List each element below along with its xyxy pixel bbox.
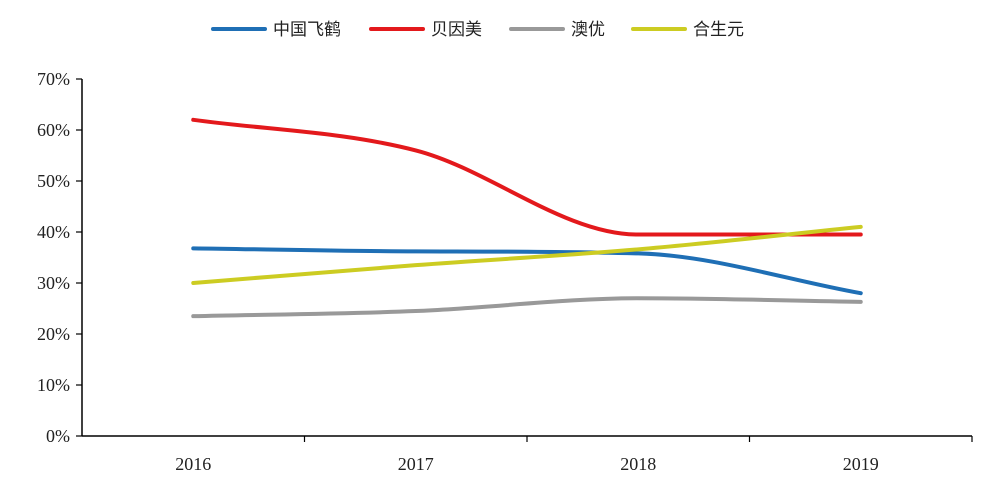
y-tick-label: 70% (37, 69, 70, 89)
series-point (859, 225, 863, 229)
y-tick-label: 0% (46, 426, 70, 446)
series-point (414, 263, 418, 267)
x-tick-label: 2016 (175, 454, 211, 474)
legend-label: 合生元 (693, 20, 744, 40)
legend-label: 贝因美 (431, 20, 482, 40)
y-tick-label: 40% (37, 222, 70, 242)
series-point (414, 249, 418, 253)
legend-item: 贝因美 (369, 20, 482, 40)
series-point (191, 281, 195, 285)
series-line-1 (191, 117, 863, 237)
series-point (859, 300, 863, 304)
legend: 中国飞鹤 贝因美 澳优 合生元 (211, 20, 744, 40)
series-point (636, 233, 640, 237)
y-tick-label: 10% (37, 375, 70, 395)
series-point (414, 148, 418, 152)
legend-item: 澳优 (509, 20, 605, 40)
series-point (636, 247, 640, 251)
series-point (859, 291, 863, 295)
series-line-2 (191, 296, 863, 319)
series-layer (191, 117, 863, 319)
legend-label: 中国飞鹤 (273, 20, 341, 40)
x-tick-label: 2019 (843, 454, 879, 474)
y-tick-label: 20% (37, 324, 70, 344)
x-tick-label: 2017 (398, 454, 434, 474)
series-point (191, 118, 195, 122)
series-line-0 (191, 246, 863, 296)
y-tick-label: 60% (37, 120, 70, 140)
legend-item: 合生元 (631, 20, 744, 40)
series-point (636, 251, 640, 255)
axes: 0% 10% 20% 30% 40% 50% 60% 70% 2016 2017 2018 2019 (37, 69, 973, 474)
legend-label: 澳优 (571, 20, 605, 40)
legend-item: 中国飞鹤 (211, 20, 341, 40)
x-tick-label: 2018 (620, 454, 656, 474)
y-tick-label: 30% (37, 273, 70, 293)
series-point (859, 233, 863, 237)
series-point (636, 296, 640, 300)
y-tick-label: 50% (37, 171, 70, 191)
series-line-3 (191, 224, 863, 285)
series-point (414, 309, 418, 313)
series-point (191, 246, 195, 250)
series-point (191, 314, 195, 318)
